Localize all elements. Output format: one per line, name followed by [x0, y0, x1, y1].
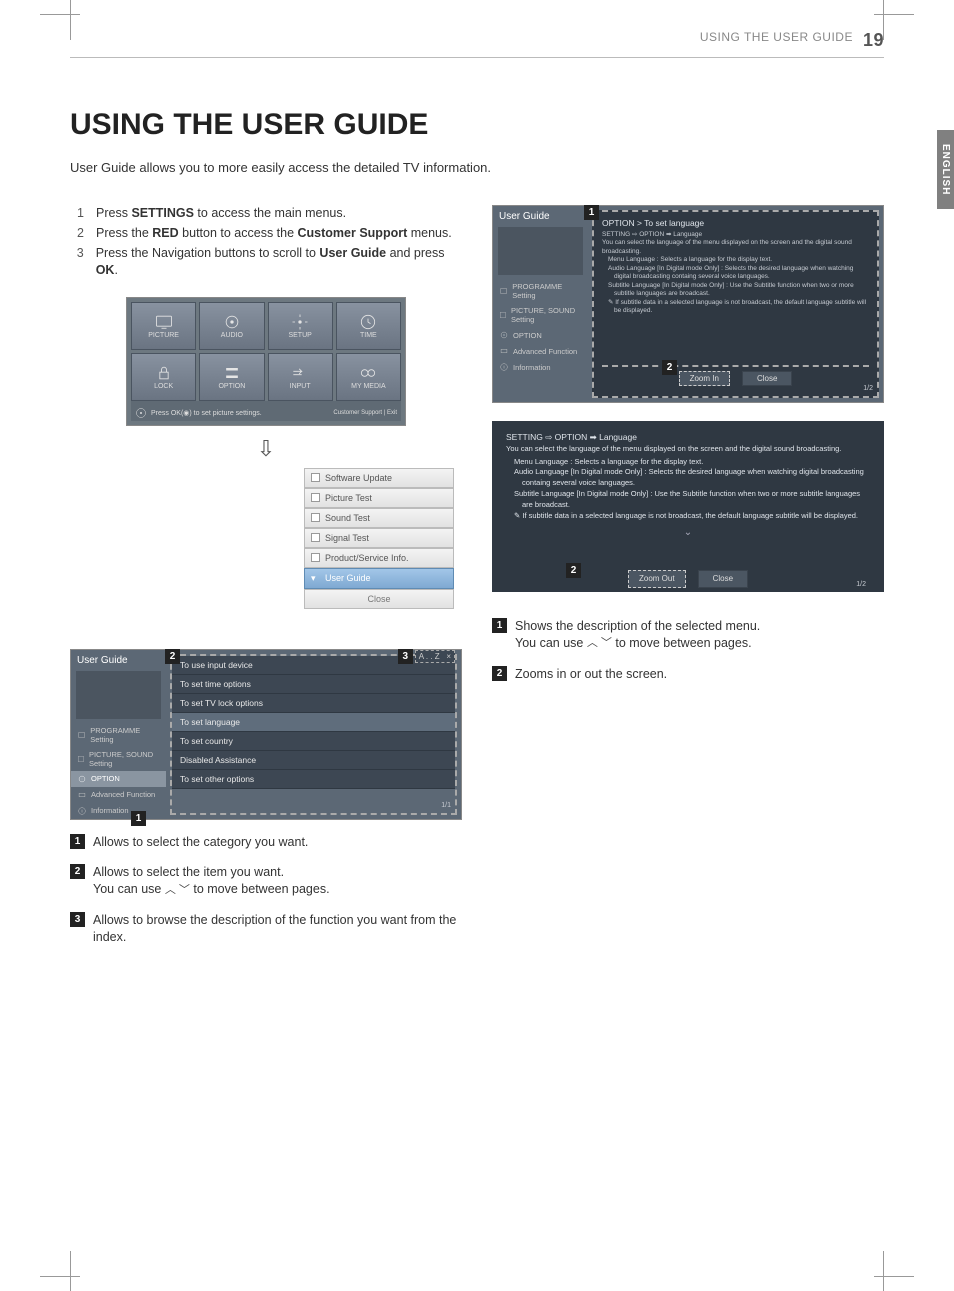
popup-signal-test[interactable]: Signal Test	[304, 528, 454, 548]
close-button[interactable]: Close	[742, 371, 792, 386]
tile-input: INPUT	[268, 353, 333, 401]
down-arrow-icon: ⇩	[70, 436, 462, 462]
callout-3: 3	[398, 649, 413, 664]
right-callout-2: Zooms in or out the screen.	[515, 666, 884, 683]
intro-text: User Guide allows you to more easily acc…	[70, 160, 884, 175]
svg-text:i: i	[81, 808, 82, 813]
page-title: USING THE USER GUIDE	[70, 108, 884, 142]
tile-setup: SETUP	[268, 302, 333, 350]
tile-time: TIME	[336, 302, 401, 350]
side-option: OPTION	[71, 771, 166, 787]
left-callout-3: Allows to browse the description of the …	[93, 912, 462, 946]
tile-option: OPTION	[199, 353, 264, 401]
language-tab: ENGLISH	[937, 130, 954, 209]
right-callout-1: Shows the description of the selected me…	[515, 618, 884, 652]
zoom-out-button[interactable]: Zoom Out	[628, 570, 686, 588]
tile-mymedia: MY MEDIA	[336, 353, 401, 401]
tile-lock: LOCK	[131, 353, 196, 401]
close-button-2[interactable]: Close	[698, 570, 748, 588]
callout-1: 1	[131, 811, 146, 826]
left-callout-2: Allows to select the item you want.You c…	[93, 864, 462, 898]
popup-product-info[interactable]: Product/Service Info.	[304, 548, 454, 568]
user-guide-detail-screenshot: User Guide PROGRAMME Setting PICTURE, SO…	[492, 205, 884, 403]
zoom-in-button[interactable]: Zoom In	[679, 371, 730, 386]
callout-2: 2	[165, 649, 180, 664]
r-callout-1: 1	[584, 205, 599, 220]
popup-picture-test[interactable]: Picture Test	[304, 488, 454, 508]
page-number: 19	[863, 30, 884, 51]
popup-user-guide[interactable]: ▾User Guide	[304, 568, 454, 589]
svg-text:i: i	[503, 365, 504, 370]
tile-picture: PICTURE	[131, 302, 196, 350]
tile-audio: AUDIO	[199, 302, 264, 350]
popup-sound-test[interactable]: Sound Test	[304, 508, 454, 528]
running-header: USING THE USER GUIDE 19	[70, 30, 884, 51]
user-guide-categories-screenshot: User Guide PROGRAMME Setting PICTURE, SO…	[70, 649, 462, 820]
r-callout-2: 2	[662, 360, 677, 375]
settings-menu-screenshot: PICTURE AUDIO SETUP TIME LOCK OPTION INP…	[126, 297, 406, 426]
grid-footer-text: Press OK(◉) to set picture settings.	[151, 409, 262, 417]
steps-list: 1Press SETTINGS to access the main menus…	[70, 205, 462, 279]
zoomed-detail-screenshot: SETTING ⇨ OPTION ➡ Language You can sele…	[492, 421, 884, 592]
customer-support-menu: Software Update Picture Test Sound Test …	[304, 468, 454, 609]
popup-close[interactable]: Close	[304, 589, 454, 609]
chevron-down-icon: ⌄	[506, 526, 870, 541]
popup-software-update[interactable]: Software Update	[304, 468, 454, 488]
header-section: USING THE USER GUIDE	[700, 30, 853, 51]
left-callout-1: Allows to select the category you want.	[93, 834, 462, 851]
